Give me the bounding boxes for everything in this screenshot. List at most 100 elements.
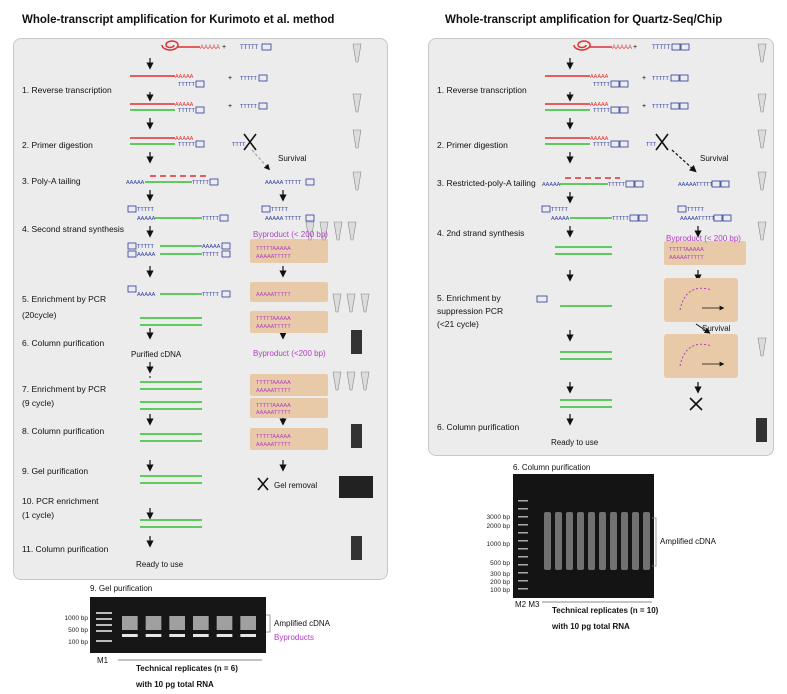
gel-left-ladder-label: M1 <box>97 656 109 665</box>
svg-text:TTTTT: TTTTT <box>240 45 259 51</box>
svg-text:AAAAA: AAAAA <box>137 216 156 222</box>
right-title: Whole-transcript amplification for Quart… <box>445 14 723 26</box>
ready-label-right: Ready to use <box>551 438 599 447</box>
left-step-5: 5. Enrichment by PCR <box>22 294 107 304</box>
gel-left-byproducts-label: Byproducts <box>274 633 315 642</box>
flow-arrows-right <box>566 58 702 426</box>
left-step-10: 10. PCR enrichment <box>22 496 99 506</box>
svg-text:AAAAA: AAAAA <box>137 292 156 298</box>
gel-right-bp-100: 100 bp <box>490 587 510 594</box>
svg-text:TTTTT: TTTTT <box>551 207 568 213</box>
svg-text:TTTTT: TTTTT <box>137 244 154 250</box>
column-icon-1 <box>351 330 362 354</box>
gel-left-replicates: Technical replicates (n = 6) <box>136 664 238 673</box>
gel-right-ladder-band <box>518 508 528 510</box>
svg-text:AAAAA: AAAAA <box>200 45 220 51</box>
gel-right-ladder-label: M2 M3 <box>515 600 540 609</box>
survival-label-right-2: Survival <box>702 324 731 333</box>
svg-text:AAAAATTTTT: AAAAATTTTT <box>256 254 291 260</box>
left-panel <box>13 38 388 580</box>
svg-text:TTTTT: TTTTT <box>687 207 704 213</box>
svg-text:AAAAA: AAAAA <box>175 102 194 108</box>
rna-spiral-icon-left <box>161 40 200 51</box>
gel-left-bp-500: 500 bp <box>68 627 88 634</box>
svg-text:TTTTTAAAAA: TTTTTAAAAA <box>256 316 291 322</box>
svg-text:TTTTTAAAAA: TTTTTAAAAA <box>256 246 291 252</box>
column-icon-3 <box>351 536 362 560</box>
gel-right-lane-smear <box>621 512 628 570</box>
svg-text:TTTTT: TTTTT <box>271 207 288 213</box>
gel-left-lane-cdna <box>122 616 138 630</box>
gel-left-lane-cdna <box>216 616 233 630</box>
gel-left-ladder-band <box>96 612 112 614</box>
svg-text:AAAAA TTTTT: AAAAA TTTTT <box>265 216 302 222</box>
gel-left-amplified-label: Amplified cDNA <box>274 619 331 628</box>
byproduct-label-right: Byproduct (< 200 bp) <box>666 234 741 243</box>
gel-right-ladder-band <box>518 556 528 558</box>
gel-right-ladder-band <box>518 516 528 518</box>
gel-right-lane-smear <box>577 512 584 570</box>
svg-text:TTTTTAAAAA: TTTTTAAAAA <box>256 380 291 386</box>
svg-text:AAAAA: AAAAA <box>590 136 609 142</box>
left-step-7-cycles: (9 cycle) <box>22 398 55 408</box>
column-icon-right <box>756 418 767 442</box>
gel-right-lane-smear <box>566 512 573 570</box>
svg-text:AAAAA: AAAAA <box>542 182 561 188</box>
right-step-5c: (<21 cycle) <box>437 319 479 329</box>
svg-text:TTTTT: TTTTT <box>593 142 610 148</box>
svg-text:TTTTT: TTTTT <box>240 104 257 110</box>
right-step-5b: suppression PCR <box>437 306 504 316</box>
svg-text:TTTTT: TTTTT <box>612 216 629 222</box>
gel-right-ladder-band <box>518 524 528 526</box>
rna-spiral-icon-right <box>573 40 612 51</box>
svg-text:AAAAATTTTT: AAAAATTTTT <box>256 410 291 416</box>
svg-text:TTTTT: TTTTT <box>178 82 195 88</box>
gel-right-bp-500: 500 bp <box>490 560 510 567</box>
svg-text:TTTTT: TTTTT <box>652 76 669 82</box>
svg-text:TTTTT: TTTTT <box>652 104 669 110</box>
gel-left-lane-byproduct <box>240 634 256 637</box>
gel-right-amplified-label: Amplified cDNA <box>660 537 717 546</box>
svg-text:AAAAATTTTT: AAAAATTTTT <box>669 255 704 261</box>
svg-text:+: + <box>642 103 646 110</box>
left-step-1: 1. Reverse transcription <box>22 85 112 95</box>
gel-left-input: with 10 pg total RNA <box>136 680 214 689</box>
svg-text:TTTTTAAAAA: TTTTTAAAAA <box>256 434 291 440</box>
svg-text:TTTTT: TTTTT <box>202 216 219 222</box>
gel-left-lane-byproduct <box>216 634 233 637</box>
left-step-5-cycles: (20cycle) <box>22 310 57 320</box>
gel-right-lane-smear <box>599 512 606 570</box>
gel-left-ladder-band <box>96 618 112 620</box>
left-step-6: 6. Column purification <box>22 338 105 348</box>
svg-text:AAAAA: AAAAA <box>202 244 221 250</box>
svg-text:AAAAATTTTT: AAAAATTTTT <box>678 182 713 188</box>
gel-right-lane-smear <box>632 512 639 570</box>
left-title: Whole-transcript amplification for Kurim… <box>22 14 335 26</box>
gel-right-bp-200: 200 bp <box>490 579 510 586</box>
gel-left-lane-cdna <box>193 616 209 630</box>
gel-left-lane-cdna <box>145 616 162 630</box>
gel-left-lane-cdna <box>240 616 256 630</box>
gel-right-ladder-band <box>518 540 528 542</box>
gel-right-lane-smear <box>643 512 650 570</box>
svg-text:TTTTT: TTTTT <box>608 182 625 188</box>
svg-text:+: + <box>228 103 232 110</box>
right-step-3: 3. Restricted-poly-A tailing <box>437 178 536 188</box>
svg-text:AAAAATTTTT: AAAAATTTTT <box>256 388 291 394</box>
gel-left-bp-1000: 1000 bp <box>64 615 89 622</box>
gel-left-lane-cdna <box>169 616 185 630</box>
gel-left-lane-byproduct <box>193 634 209 637</box>
gel-removal-cross-icon <box>257 477 269 491</box>
gel-right-lane-smear <box>555 512 562 570</box>
gel-left-ladder-band <box>96 624 112 626</box>
svg-text:TTTTT: TTTTT <box>202 252 219 258</box>
gel-right-input: with 10 pg total RNA <box>552 622 630 631</box>
svg-text:TTTTT: TTTTT <box>137 207 154 213</box>
tube-icons-left <box>305 43 370 391</box>
right-step-2: 2. Primer digestion <box>437 140 508 150</box>
svg-text:TTTTT: TTTTT <box>593 108 610 114</box>
gel-right-lane-smear <box>544 512 551 570</box>
svg-text:AAAAA TTTTT: AAAAA TTTTT <box>265 180 302 186</box>
svg-text:TTTTT: TTTTT <box>240 76 257 82</box>
gel-left-lane-byproduct <box>145 634 162 637</box>
